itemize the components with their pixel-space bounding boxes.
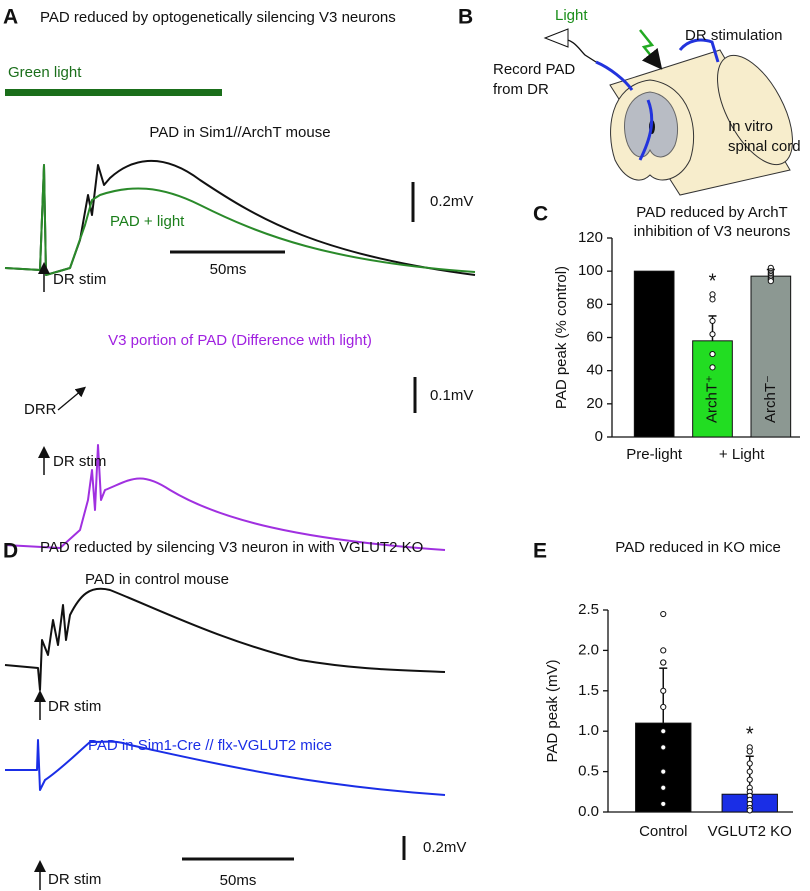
panel-letter: E	[533, 540, 547, 563]
panel-letter: B	[458, 6, 473, 29]
y-tick-label: 2.5	[578, 601, 599, 618]
trace	[4, 587, 446, 691]
light-label: Green light	[8, 64, 82, 81]
data-point	[660, 687, 667, 694]
y-tick-label: 0	[595, 428, 603, 445]
scale-label: 0.2mV	[430, 193, 473, 210]
trace	[5, 739, 446, 796]
scale-label: 50ms	[210, 261, 247, 278]
data-point	[746, 760, 753, 767]
data-point	[746, 768, 753, 775]
panel-letter: A	[3, 6, 18, 29]
x-tick-label: VGLUT2 KO	[708, 823, 792, 840]
data-point	[709, 296, 716, 303]
y-tick-label: 100	[578, 262, 603, 279]
diagram-label: In vitro	[728, 118, 773, 135]
significance: *	[746, 724, 754, 746]
chart-title: inhibition of V3 neurons	[634, 223, 791, 240]
bar	[633, 270, 675, 438]
trace	[4, 444, 446, 551]
data-point	[660, 744, 667, 751]
panel-title: PAD reducted by silencing V3 neuron in w…	[40, 539, 423, 556]
chart-title: PAD reduced in KO mice	[615, 539, 781, 556]
data-point	[709, 350, 716, 358]
trace-title: PAD in Sim1//ArchT mouse	[149, 124, 330, 141]
data-point	[746, 776, 753, 783]
diagram-label: Light	[555, 7, 588, 24]
x-tick-label: Pre-light	[626, 446, 683, 463]
y-axis-label: PAD peak (% control)	[553, 266, 570, 409]
scale-label: 0.1mV	[430, 387, 473, 404]
dorsal-root	[638, 99, 654, 161]
data-point	[746, 748, 753, 755]
chart-title: PAD reduced by ArchT	[636, 204, 787, 221]
annotation-arrow	[57, 386, 86, 411]
trace	[4, 164, 476, 276]
y-tick-label: 1.0	[578, 722, 599, 739]
y-tick-label: 40	[586, 362, 603, 379]
data-point	[709, 364, 716, 371]
data-point	[660, 768, 667, 775]
light-bolt	[639, 29, 663, 70]
data-point	[660, 703, 667, 711]
data-point	[660, 610, 667, 618]
trace-title: PAD in control mouse	[85, 571, 229, 588]
data-point	[660, 800, 667, 808]
x-tick-label: Control	[639, 823, 687, 840]
annotation: DRR	[24, 401, 57, 418]
stim-label: DR stim	[53, 271, 106, 288]
data-point	[709, 317, 716, 325]
bar	[635, 722, 692, 813]
panel-letter: D	[3, 540, 18, 563]
diagram-label: from DR	[493, 81, 549, 98]
stim-label: DR stim	[53, 453, 106, 470]
trace	[4, 159, 476, 276]
data-point	[660, 728, 667, 735]
stim-label: DR stim	[48, 871, 101, 888]
trace-label: PAD + light	[110, 213, 185, 230]
diagram-label: Record PAD	[493, 61, 575, 78]
y-tick-label: 0.5	[578, 763, 599, 780]
scale-label: 50ms	[220, 872, 257, 889]
y-tick-label: 20	[586, 395, 603, 412]
bar-label: ArchT⁻	[762, 375, 779, 423]
dorsal-root	[595, 60, 634, 91]
y-tick-label: 0.0	[578, 803, 599, 820]
group-label: + Light	[719, 446, 765, 463]
data-point	[660, 647, 667, 654]
diagram-label: spinal cord	[728, 138, 801, 155]
bar	[750, 275, 792, 438]
data-point	[660, 659, 667, 666]
scale-label: 0.2mV	[423, 839, 466, 856]
data-point	[709, 331, 716, 338]
bar-label: ArchT⁺	[703, 375, 720, 423]
light-bar	[5, 89, 222, 96]
stim-label: DR stim	[48, 698, 101, 715]
y-tick-label: 2.0	[578, 641, 599, 658]
diagram-label: DR stimulation	[685, 27, 783, 44]
trace-title: V3 portion of PAD (Difference with light…	[108, 332, 372, 349]
trace-title: PAD in Sim1-Cre // flx-VGLUT2 mice	[88, 737, 332, 754]
y-tick-label: 60	[586, 328, 603, 345]
data-point	[767, 278, 774, 285]
data-point	[746, 807, 753, 814]
dorsal-root	[678, 38, 720, 63]
panel-letter: C	[533, 203, 548, 226]
electrode	[543, 28, 569, 48]
significance: *	[709, 271, 717, 293]
cord-end	[717, 54, 793, 166]
y-axis-label: PAD peak (mV)	[544, 659, 561, 762]
data-point	[660, 784, 667, 791]
panel-title: PAD reduced by optogenetically silencing…	[40, 9, 396, 26]
y-tick-label: 80	[586, 295, 603, 312]
y-tick-label: 120	[578, 229, 603, 246]
y-tick-label: 1.5	[578, 682, 599, 699]
